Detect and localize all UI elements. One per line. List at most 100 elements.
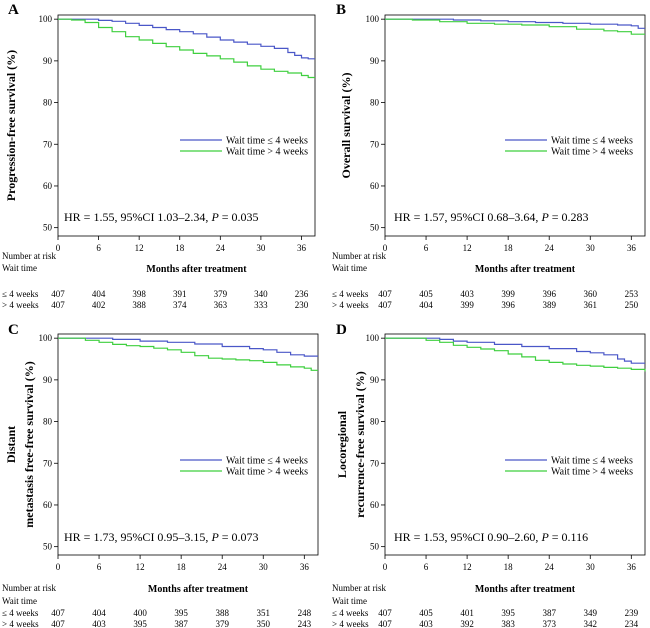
plot-frame <box>384 14 646 237</box>
risk-row-label: ≤ 4 weeks <box>2 608 39 618</box>
y-tick-label: 80 <box>43 98 53 108</box>
plot-frame <box>57 333 319 556</box>
y-tick-label: 60 <box>43 500 53 510</box>
plot-frame <box>57 14 316 237</box>
risk-value: 360 <box>584 289 598 299</box>
y-tick-label: 90 <box>370 56 380 66</box>
x-axis-label: Months after treatment <box>475 584 576 595</box>
risk-value: 236 <box>295 289 309 299</box>
risk-row-label: > 4 weeks <box>2 619 39 628</box>
risk-table-subtitle: Wait time <box>332 263 367 273</box>
x-tick-label: 30 <box>586 243 596 253</box>
risk-value: 395 <box>133 619 147 628</box>
risk-value: 234 <box>625 619 639 628</box>
series-line-long-wait <box>58 18 315 79</box>
hr-annotation-prefix: HR = 1.55, 95%CI 1.03–2.34, <box>64 210 211 224</box>
legend-label: Wait time ≤ 4 weeks <box>226 456 308 467</box>
risk-value: 396 <box>542 289 556 299</box>
series-line-long-wait <box>385 337 646 372</box>
x-tick-label: 12 <box>463 243 472 253</box>
legend-label: Wait time > 4 weeks <box>226 147 308 158</box>
y-tick-label: 100 <box>366 14 380 24</box>
risk-value: 388 <box>132 300 146 310</box>
legend-label: Wait time ≤ 4 weeks <box>226 136 308 147</box>
risk-value: 387 <box>174 619 188 628</box>
risk-value: 398 <box>132 289 146 299</box>
hr-annotation-value: = 0.283 <box>549 210 589 224</box>
risk-value: 389 <box>542 300 556 310</box>
risk-value: 379 <box>214 289 228 299</box>
risk-value: 396 <box>501 300 515 310</box>
x-axis-label: Months after treatment <box>148 584 249 595</box>
risk-value: 395 <box>174 608 188 618</box>
x-tick-label: 24 <box>545 562 555 572</box>
hr-annotation-value: = 0.073 <box>219 530 259 544</box>
y-tick-label: 50 <box>370 542 380 552</box>
panel-letter: D <box>336 322 347 338</box>
risk-value: 391 <box>173 289 187 299</box>
panel-letter: B <box>336 2 346 18</box>
hr-annotation-value: = 0.035 <box>219 210 259 224</box>
risk-value: 403 <box>460 289 474 299</box>
risk-value: 363 <box>214 300 228 310</box>
y-tick-label: 50 <box>43 223 53 233</box>
risk-value: 239 <box>625 608 639 618</box>
y-tick-label: 100 <box>39 333 53 343</box>
x-tick-label: 18 <box>504 562 514 572</box>
x-tick-label: 24 <box>216 243 226 253</box>
risk-value: 333 <box>254 300 268 310</box>
hr-annotation-prefix: HR = 1.57, 95%CI 0.68–3.64, <box>394 210 541 224</box>
panel-c: C 50 60 70 80 90 100 0 6 12 18 24 30 36 Distant metasta… <box>2 322 319 628</box>
risk-table-subtitle: Wait time <box>2 263 37 273</box>
risk-value: 342 <box>584 619 598 628</box>
hr-annotation-p: P <box>540 530 549 544</box>
y-tick-label: 90 <box>43 56 53 66</box>
risk-value: 248 <box>298 608 312 618</box>
risk-value: 400 <box>133 608 147 618</box>
panel-b: B 50 60 70 80 90 100 0 6 12 18 24 30 36 Overall surviv… <box>332 2 646 310</box>
x-tick-label: 12 <box>463 562 472 572</box>
x-tick-label: 36 <box>297 243 307 253</box>
x-tick-label: 36 <box>627 243 637 253</box>
risk-value: 388 <box>215 608 229 618</box>
hr-annotation: HR = 1.73, 95%CI 0.95–3.15, P = 0.073 <box>64 530 259 544</box>
series-line-long-wait <box>58 337 318 371</box>
hr-annotation-p: P <box>540 210 549 224</box>
risk-value: 361 <box>584 300 598 310</box>
risk-value: 401 <box>460 608 474 618</box>
y-tick-label: 60 <box>370 500 380 510</box>
y-axis-label-line2: recurrence-free survival (%) <box>353 371 367 518</box>
risk-row-label: ≤ 4 weeks <box>2 289 39 299</box>
risk-row-label: > 4 weeks <box>332 300 369 310</box>
risk-value: 253 <box>625 289 639 299</box>
y-axis-label-line2: metastasis free-free survival (%) <box>22 361 36 528</box>
panel-a: A 50 60 70 80 90 100 0 6 12 18 24 30 36 Progression-fr… <box>2 2 316 310</box>
series-line-short-wait <box>58 18 315 60</box>
risk-value: 407 <box>51 608 65 618</box>
x-tick-label: 30 <box>256 243 266 253</box>
x-tick-label: 30 <box>586 562 596 572</box>
risk-row-label: ≤ 4 weeks <box>332 608 369 618</box>
x-tick-label: 6 <box>96 243 101 253</box>
risk-value: 243 <box>298 619 312 628</box>
hr-annotation: HR = 1.55, 95%CI 1.03–2.34, P = 0.035 <box>64 210 259 224</box>
x-axis-label: Months after treatment <box>146 264 247 275</box>
risk-table-subtitle: Wait time <box>2 596 37 606</box>
risk-row-label: > 4 weeks <box>332 619 369 628</box>
legend-label: Wait time ≤ 4 weeks <box>551 456 633 467</box>
y-tick-label: 70 <box>370 458 380 468</box>
series-line-short-wait <box>58 337 318 357</box>
risk-table-title: Number at risk <box>2 251 56 261</box>
x-tick-label: 6 <box>424 562 429 572</box>
y-axis-label: Overall survival (%) <box>339 73 353 179</box>
risk-value: 407 <box>378 619 392 628</box>
y-tick-label: 70 <box>370 139 380 149</box>
y-tick-label: 50 <box>370 223 380 233</box>
legend-label: Wait time > 4 weeks <box>551 147 633 158</box>
hr-annotation-p: P <box>210 530 219 544</box>
x-tick-label: 24 <box>545 243 555 253</box>
panel-d: D 50 60 70 80 90 100 0 6 12 18 24 30 36 Locoregional re… <box>332 322 646 628</box>
risk-value: 373 <box>542 619 556 628</box>
risk-value: 407 <box>51 300 65 310</box>
risk-value: 340 <box>254 289 268 299</box>
